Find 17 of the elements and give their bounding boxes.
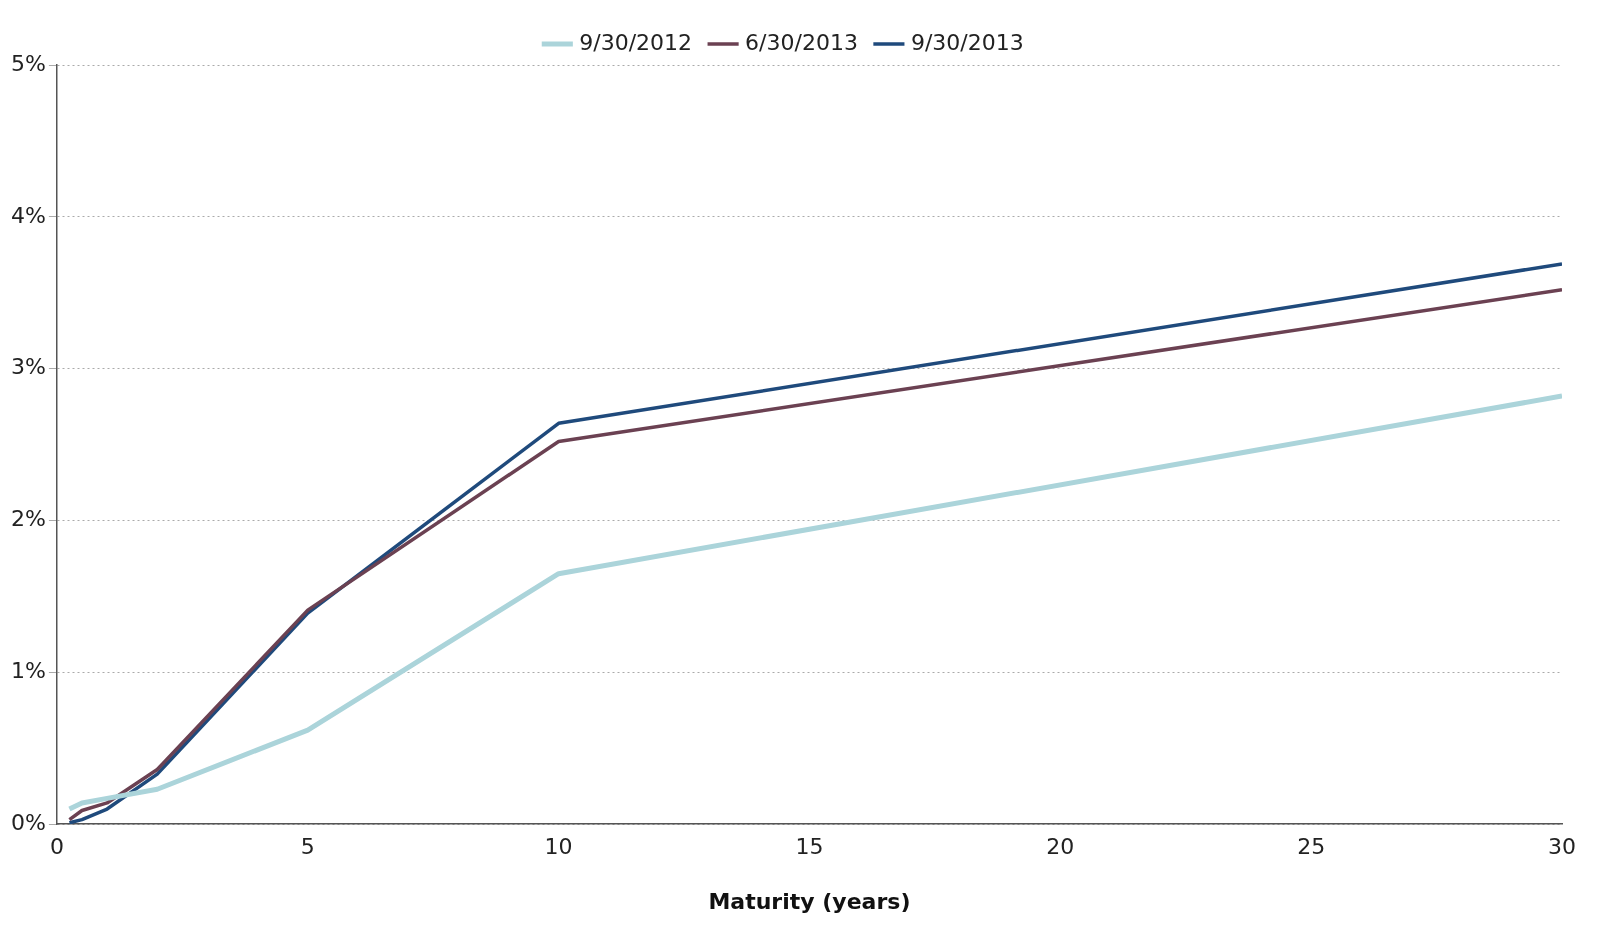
x-axis-title: Maturity (years): [708, 888, 911, 914]
x-tick-label: 5: [300, 834, 315, 860]
y-tick-label: 4%: [11, 202, 46, 228]
x-tick-label: 10: [544, 834, 573, 860]
x-tick-label: 0: [49, 834, 64, 860]
x-tick-label: 20: [1046, 834, 1075, 860]
legend-label: 6/30/2013: [745, 29, 858, 55]
y-tick-label: 1%: [11, 658, 46, 684]
y-tick-label: 2%: [11, 506, 46, 532]
x-tick-label: 15: [795, 834, 824, 860]
y-tick-label: 5%: [11, 50, 46, 76]
y-tick-label: 3%: [11, 354, 46, 380]
legend-label: 9/30/2012: [579, 29, 693, 55]
x-tick-label: 30: [1548, 834, 1576, 860]
x-tick-label: 25: [1297, 834, 1326, 860]
legend-label: 9/30/2013: [910, 29, 1024, 55]
y-tick-label: 0%: [11, 809, 46, 835]
